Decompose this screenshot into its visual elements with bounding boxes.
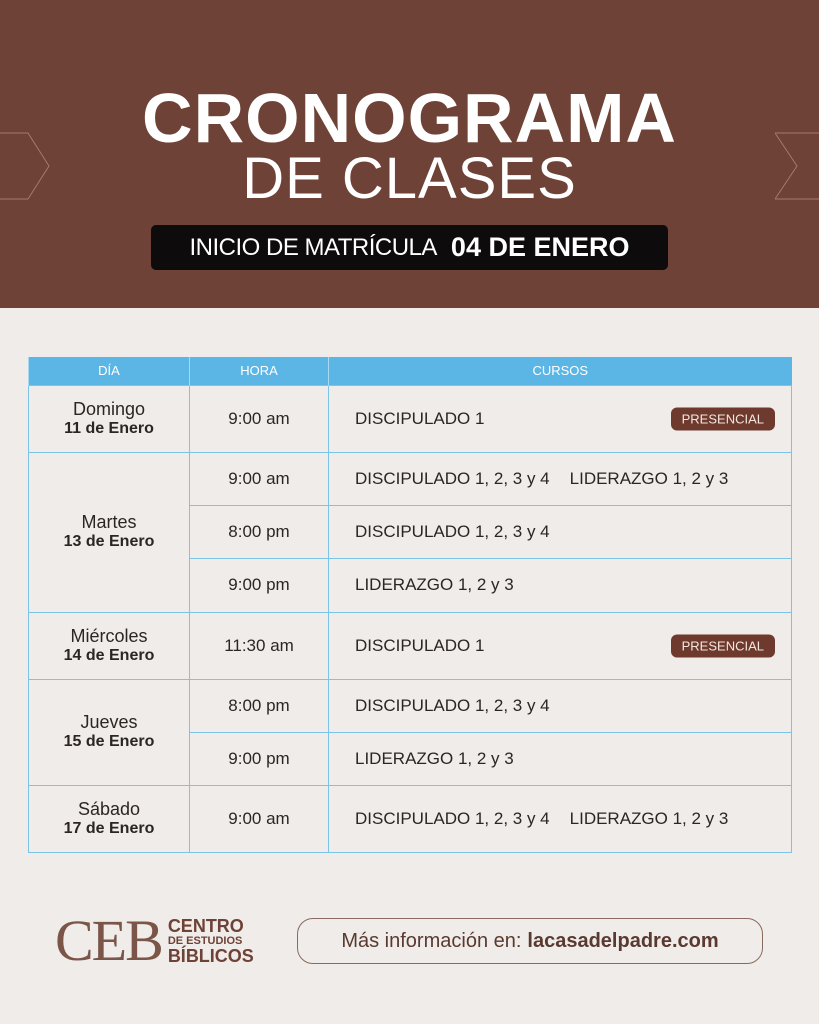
day-name: Sábado	[77, 798, 141, 819]
table-row: Sábado 17 de Enero 9:00 am DISCIPULADO 1, 2…	[28, 784, 792, 853]
column-header: CURSOS	[328, 357, 792, 385]
course-name: DISCIPULADO 1, 2, 3 y 4	[355, 808, 550, 828]
logo-line: CENTRO	[167, 915, 244, 936]
logo-line: DE ESTUDIOS	[167, 934, 243, 947]
logo-line: BÍBLICOS	[167, 945, 254, 966]
logo-mark: CEB	[55, 908, 164, 973]
chevron-right-icon	[775, 132, 819, 200]
time-cell: 9:00 am	[189, 384, 329, 453]
table-header: DÍA HORA CURSOS	[28, 357, 792, 385]
table-row: Martes 13 de Enero 9:00 am DISCIPULADO 1, 2…	[28, 451, 792, 613]
course-name: LIDERAZGO 1, 2 y 3	[569, 468, 729, 488]
course-name: DISCIPULADO 1, 2, 3 y 4	[355, 468, 550, 488]
table-row: 9:00 pm LIDERAZGO 1, 2 y 3	[29, 557, 792, 613]
info-pill: Más información en: lacasadelpadre.com	[297, 918, 763, 964]
course-name: DISCIPULADO 1	[355, 408, 485, 428]
course-name: DISCIPULADO 1	[355, 635, 485, 655]
page-title: CRONOGRAMA	[142, 79, 677, 157]
chevron-right-icon	[0, 132, 50, 200]
table-row: Miércoles 14 de Enero 11:30 am DISCIPULADO …	[28, 611, 792, 680]
column-header: HORA	[189, 357, 329, 385]
enrollment-banner: INICIO DE MATRÍCULA 04 DE ENERO	[151, 225, 668, 270]
courses-cell: LIDERAZGO 1, 2 y 3	[328, 557, 792, 613]
header-banner: CRONOGRAMA DE CLASES INICIO DE MATRÍCULA…	[0, 0, 819, 308]
day-name: Martes	[81, 512, 137, 532]
course-name: LIDERAZGO 1, 2 y 3	[569, 808, 729, 828]
time-cell: 9:00 am	[189, 784, 329, 853]
courses-cell: DISCIPULADO 1, 2, 3 y 4 LIDERAZGO 1, 2 y …	[328, 451, 792, 506]
day-cell: Jueves 15 de Enero	[28, 678, 190, 786]
day-date: 15 de Enero	[63, 733, 155, 750]
enrollment-label: INICIO DE MATRÍCULA	[189, 233, 438, 261]
day-date: 11 de Enero	[64, 419, 154, 437]
courses-cell: DISCIPULADO 1 PRESENCIAL	[328, 611, 792, 680]
day-date: 13 de Enero	[63, 533, 155, 550]
day-cell: Miércoles 14 de Enero	[28, 611, 190, 680]
table-row: 9:00 pm LIDERAZGO 1, 2 y 3	[29, 731, 792, 786]
day-date: 17 de Enero	[63, 819, 155, 837]
courses-cell: LIDERAZGO 1, 2 y 3	[328, 731, 792, 786]
presencial-badge: PRESENCIAL	[670, 407, 775, 430]
day-cell: Domingo 11 de Enero	[28, 384, 190, 453]
day-cell: Sábado 17 de Enero	[28, 784, 190, 853]
courses-cell: DISCIPULADO 1 PRESENCIAL	[328, 384, 792, 453]
course-name: DISCIPULADO 1, 2, 3 y 4	[355, 521, 550, 541]
time-cell: 9:00 am	[189, 451, 329, 506]
page-subtitle: DE CLASES	[242, 146, 577, 211]
ceb-logo: CEB CENTRO DE ESTUDIOS BÍBLICOS	[55, 912, 254, 970]
courses-cell: DISCIPULADO 1, 2, 3 y 4 LIDERAZGO 1, 2 y …	[328, 784, 792, 853]
time-cell: 8:00 pm	[189, 504, 329, 559]
info-label: Más información en:	[341, 929, 522, 952]
time-cell: 11:30 am	[189, 611, 329, 680]
website-link[interactable]: lacasadelpadre.com	[527, 929, 719, 952]
time-cell: 9:00 pm	[189, 731, 329, 786]
time-cell: 9:00 pm	[189, 557, 329, 613]
presencial-badge: PRESENCIAL	[670, 634, 775, 657]
courses-cell: DISCIPULADO 1, 2, 3 y 4	[328, 504, 792, 559]
course-name: LIDERAZGO 1, 2 y 3	[355, 575, 514, 594]
course-name: DISCIPULADO 1, 2, 3 y 4	[355, 695, 550, 715]
day-name: Jueves	[80, 712, 138, 732]
day-name: Domingo	[72, 398, 146, 419]
time-cell: 8:00 pm	[189, 678, 329, 733]
table-row: Jueves 15 de Enero 8:00 pm DISCIPULADO 1, 2…	[28, 678, 792, 786]
enrollment-date: 04 DE ENERO	[450, 232, 630, 262]
day-name: Miércoles	[70, 625, 148, 646]
schedule-table: DÍA HORA CURSOS Domingo 11 de Enero 9:00 a…	[28, 357, 792, 853]
day-date: 14 de Enero	[63, 646, 155, 664]
table-row: 8:00 pm DISCIPULADO 1, 2, 3 y 4	[29, 504, 792, 559]
course-name: LIDERAZGO 1, 2 y 3	[355, 748, 514, 768]
table-row: Domingo 11 de Enero 9:00 am DISCIPULADO 1 PR…	[28, 384, 792, 453]
courses-cell: DISCIPULADO 1, 2, 3 y 4	[328, 678, 792, 733]
day-cell: Martes 13 de Enero	[28, 451, 190, 613]
column-header: DÍA	[28, 357, 190, 385]
